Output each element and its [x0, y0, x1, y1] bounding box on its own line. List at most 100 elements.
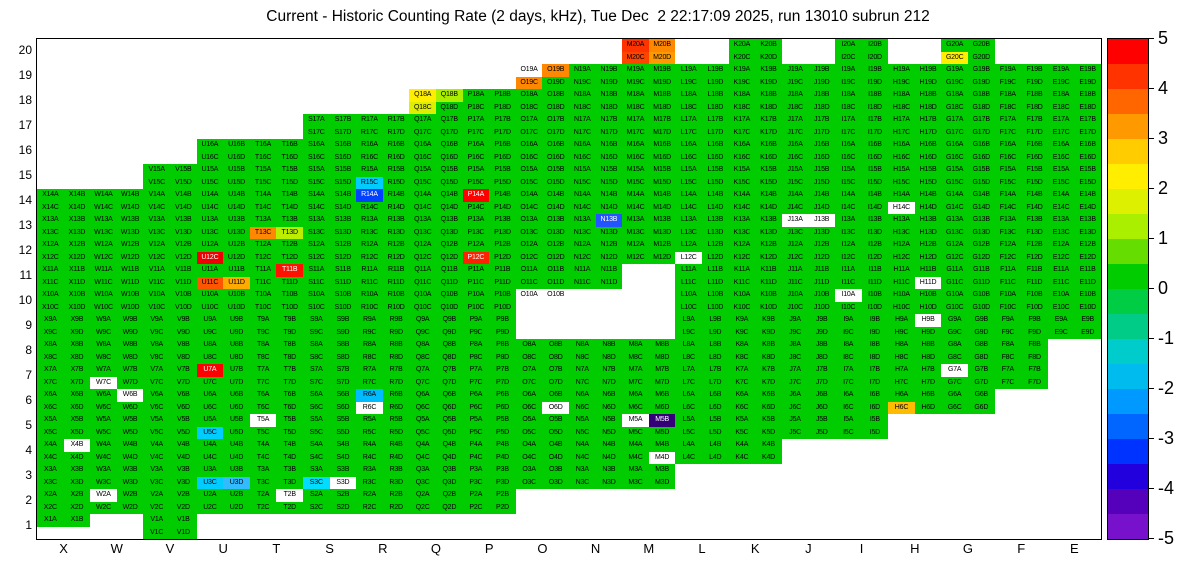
cell-K13B: K13B	[755, 214, 782, 227]
cell-O14A: O14A	[515, 189, 543, 202]
cell-V6A: V6A	[143, 389, 170, 402]
cell-E15A: E15A	[1047, 164, 1075, 177]
cell-V7D: V7D	[170, 376, 197, 389]
cell-E16D: E16D	[1074, 151, 1101, 164]
cell-G12B: G12B	[968, 239, 995, 252]
cell-P9D: P9D	[489, 326, 516, 339]
cell-V11B: V11B	[170, 264, 197, 277]
cell-S9D: S9D	[329, 326, 357, 339]
cell-G11D: G11D	[968, 276, 995, 289]
cell-O13A: O13A	[515, 214, 543, 227]
cell-K15D: K15D	[755, 176, 782, 189]
cell-H19B: H19B	[914, 64, 942, 77]
cell-J6B: J6B	[808, 389, 835, 402]
cell-H18A: H18A	[888, 89, 915, 102]
cell-V8A: V8A	[143, 339, 170, 352]
cell-M19B: M19B	[648, 64, 676, 77]
cell-R6B: R6B	[382, 389, 410, 402]
cell-K8B: K8B	[755, 339, 782, 352]
cell-K5B: K5B	[755, 414, 782, 427]
cell-Q15D: Q15D	[436, 176, 463, 189]
cell-L10D: L10D	[702, 301, 729, 314]
cell-N3B: N3B	[595, 464, 623, 477]
cell-O15C: O15C	[515, 176, 543, 189]
cell-F19A: F19A	[994, 64, 1022, 77]
cell-I14A: I14A	[835, 189, 862, 202]
cell-X2D: X2D	[63, 501, 91, 514]
cell-I10A: I10A	[835, 289, 862, 302]
cell-M6A: M6A	[622, 389, 649, 402]
cell-O18A: O18A	[515, 89, 543, 102]
cell-S12A: S12A	[303, 239, 330, 252]
cell-J16C: J16C	[781, 151, 809, 164]
cell-L17A: L17A	[675, 114, 702, 127]
cell-X12B: X12B	[63, 239, 91, 252]
cell-V5D: V5D	[170, 426, 197, 439]
cell-I18A: I18A	[835, 89, 862, 102]
cell-P17D: P17D	[489, 126, 516, 139]
cell-X9B: X9B	[63, 314, 91, 327]
cell-P8B: P8B	[489, 339, 516, 352]
cell-F15B: F15B	[1021, 164, 1048, 177]
cell-J15D: J15D	[808, 176, 835, 189]
colorbar-tick-label-2: 2	[1158, 178, 1169, 198]
cell-M3B: M3B	[648, 464, 676, 477]
cell-H15D: H15D	[914, 176, 942, 189]
cell-V12C: V12C	[143, 251, 170, 264]
cell-S17C: S17C	[303, 126, 330, 139]
cell-M13C: M13C	[622, 226, 649, 239]
cell-W4A: W4A	[90, 439, 117, 452]
cell-Q5C: Q5C	[409, 426, 436, 439]
cell-M8A: M8A	[622, 339, 649, 352]
cell-X10C: X10C	[37, 301, 64, 314]
cell-G14A: G14A	[941, 189, 968, 202]
cell-J18C: J18C	[781, 101, 809, 114]
cell-K5A: K5A	[728, 414, 756, 427]
cell-P16B: P16B	[489, 139, 516, 152]
cell-T4B: T4B	[276, 439, 303, 452]
cell-P18C: P18C	[462, 101, 490, 114]
cell-P12B: P12B	[489, 239, 516, 252]
cell-H9B: H9B	[914, 314, 942, 327]
cell-T15B: T15B	[276, 164, 303, 177]
cell-E10C: E10C	[1047, 301, 1075, 314]
cell-E9C: E9C	[1047, 326, 1075, 339]
cell-R6D: R6D	[382, 401, 410, 414]
cell-L9A: L9A	[675, 314, 702, 327]
cell-L11D: L11D	[702, 276, 729, 289]
cell-G7C: G7C	[941, 376, 968, 389]
cell-N18B: N18B	[595, 89, 623, 102]
colorbar-tick	[1149, 388, 1154, 389]
cell-O13D: O13D	[542, 226, 569, 239]
cell-T6B: T6B	[276, 389, 303, 402]
cell-M15A: M15A	[622, 164, 649, 177]
cell-F12B: F12B	[1021, 239, 1048, 252]
cell-J18A: J18A	[781, 89, 809, 102]
cell-Q17C: Q17C	[409, 126, 436, 139]
cell-L19B: L19B	[702, 64, 729, 77]
cell-O16D: O16D	[542, 151, 569, 164]
cell-P14B: P14B	[489, 189, 516, 202]
cell-F16B: F16B	[1021, 139, 1048, 152]
cell-R6A: R6A	[356, 389, 383, 402]
cell-N18D: N18D	[595, 101, 623, 114]
cell-W2B: W2B	[116, 489, 144, 502]
cell-V7C: V7C	[143, 376, 170, 389]
cell-K20B: K20B	[755, 39, 782, 52]
cell-T3B: T3B	[276, 464, 303, 477]
cell-O4D: O4D	[542, 451, 569, 464]
cell-N6C: N6C	[569, 401, 596, 414]
cell-H7C: H7C	[888, 376, 915, 389]
cell-N18A: N18A	[569, 89, 596, 102]
cell-T16A: T16A	[249, 139, 277, 152]
cell-J15A: J15A	[781, 164, 809, 177]
colorbar-tick	[1149, 188, 1154, 189]
colorbar-tick	[1149, 338, 1154, 339]
cell-N17C: N17C	[569, 126, 596, 139]
cell-V13C: V13C	[143, 226, 170, 239]
cell-R4A: R4A	[356, 439, 383, 452]
cell-H13B: H13B	[914, 214, 942, 227]
cell-S3B: S3B	[329, 464, 357, 477]
cell-T15C: T15C	[249, 176, 277, 189]
cell-J8A: J8A	[781, 339, 809, 352]
